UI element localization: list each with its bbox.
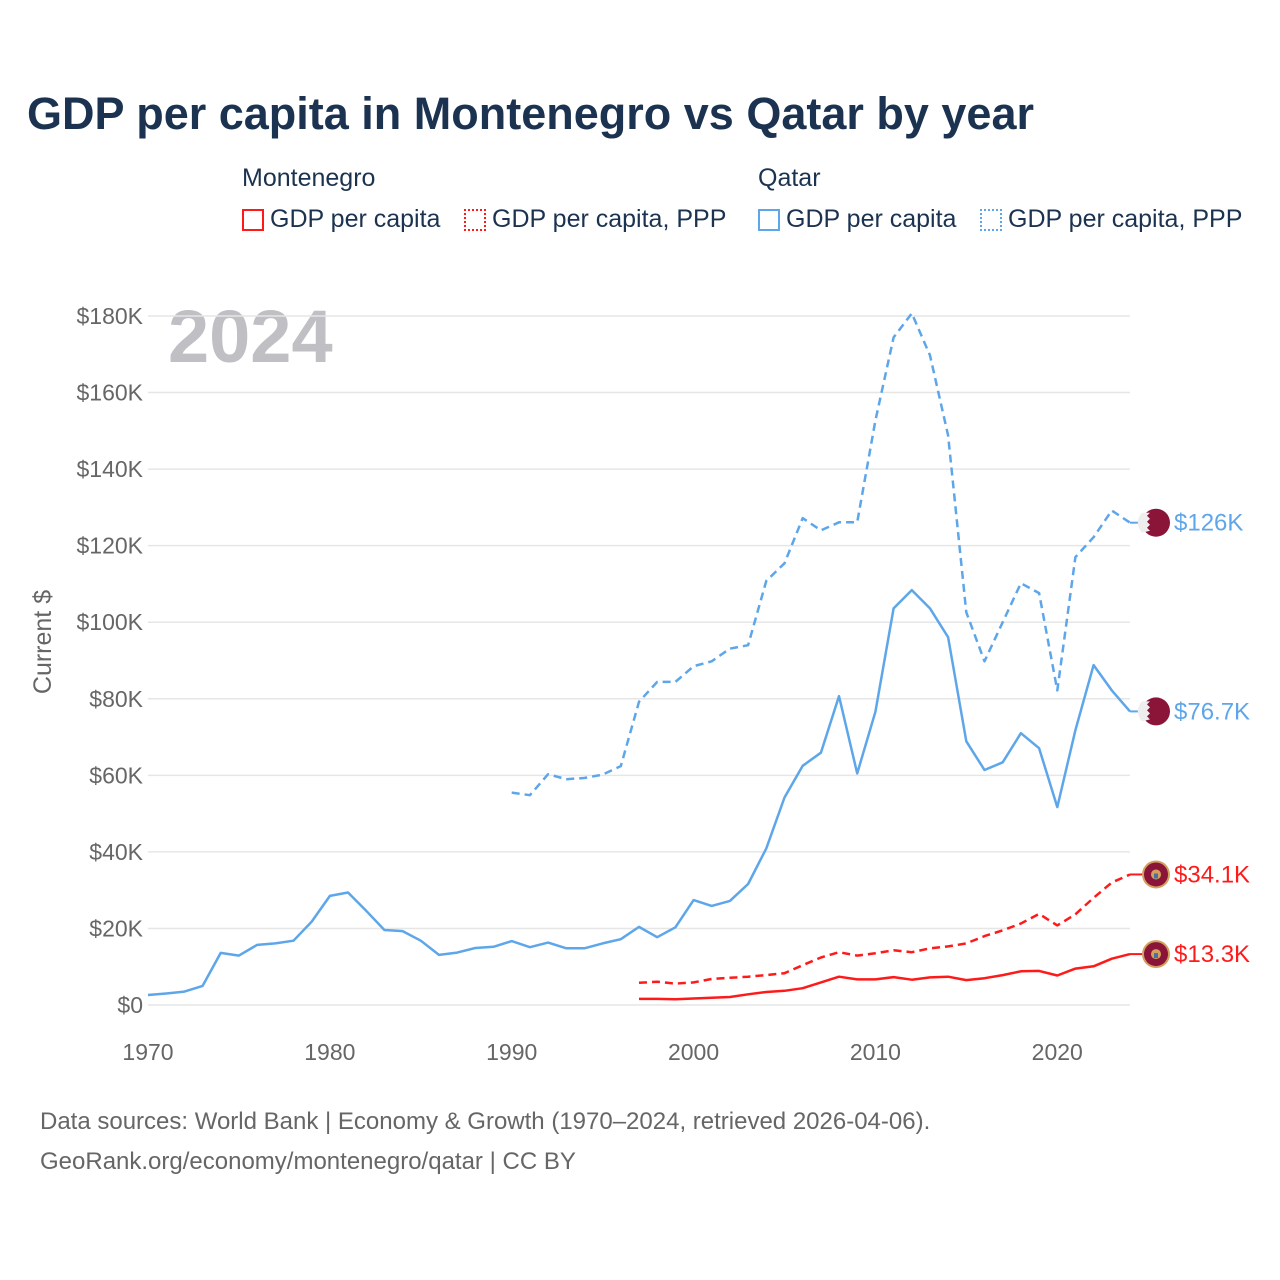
y-axis-label: Current $ (29, 590, 57, 694)
legend-qatar-ppp[interactable]: GDP per capita, PPP (980, 205, 1242, 234)
end-value-label: $13.3K (1174, 941, 1250, 968)
y-tick-label: $120K (76, 533, 143, 559)
y-tick-label: $160K (76, 380, 143, 406)
legend-swatch (464, 208, 486, 231)
end-value-label: $126K (1174, 510, 1243, 537)
y-tick-label: $20K (89, 915, 143, 941)
end-value-label: $76.7K (1174, 698, 1250, 725)
legend-label: GDP per capita (270, 205, 441, 233)
montenegro-flag-icon (1142, 860, 1170, 889)
x-tick-label: 2020 (1032, 1039, 1083, 1065)
x-tick-label: 2010 (850, 1039, 901, 1065)
y-tick-label: $60K (89, 762, 143, 788)
legend-montenegro-ppp[interactable]: GDP per capita, PPP (464, 205, 726, 234)
y-tick-label: $80K (89, 686, 143, 712)
y-tick-label: $0 (117, 992, 143, 1018)
series-line-montenegro-gdp-per-capita-ppp (638, 873, 1131, 985)
legend-qatar-gdp[interactable]: GDP per capita (758, 205, 956, 234)
chart-title: GDP per capita in Montenegro vs Qatar by… (27, 88, 1034, 139)
end-value-label: $34.1K (1174, 861, 1250, 888)
qatar-flag-icon (1137, 697, 1170, 726)
y-tick-label: $40K (89, 839, 143, 865)
legend-group-montenegro: Montenegro (242, 164, 376, 192)
footer-link[interactable]: GeoRank.org/economy/montenegro/qatar | C… (40, 1148, 576, 1175)
x-tick-label: 1980 (304, 1039, 355, 1065)
series-line-montenegro-gdp-per-capita (639, 952, 1131, 1001)
legend-group-qatar: Qatar (758, 164, 821, 192)
x-tick-label: 2000 (668, 1039, 719, 1065)
montenegro-flag-icon (1142, 940, 1170, 969)
legend-swatch (980, 208, 1002, 231)
year-watermark: 2024 (168, 295, 333, 378)
y-tick-label: $100K (76, 609, 143, 635)
legend-swatch (242, 208, 264, 231)
y-tick-label: $180K (76, 303, 143, 329)
x-tick-label: 1990 (486, 1039, 537, 1065)
qatar-flag-icon (1137, 508, 1170, 537)
legend-montenegro-gdp[interactable]: GDP per capita (242, 205, 440, 234)
legend-label: GDP per capita, PPP (492, 205, 727, 233)
series-line-qatar-gdp-per-capita (147, 588, 1131, 997)
x-tick-label: 1970 (122, 1039, 173, 1065)
legend-swatch (758, 208, 780, 231)
y-tick-label: $140K (76, 456, 143, 482)
legend-label: GDP per capita (786, 205, 957, 233)
legend-label: GDP per capita, PPP (1008, 205, 1243, 233)
series-line-qatar-gdp-per-capita-ppp (511, 312, 1131, 797)
footer-sources: Data sources: World Bank | Economy & Gro… (40, 1108, 931, 1135)
